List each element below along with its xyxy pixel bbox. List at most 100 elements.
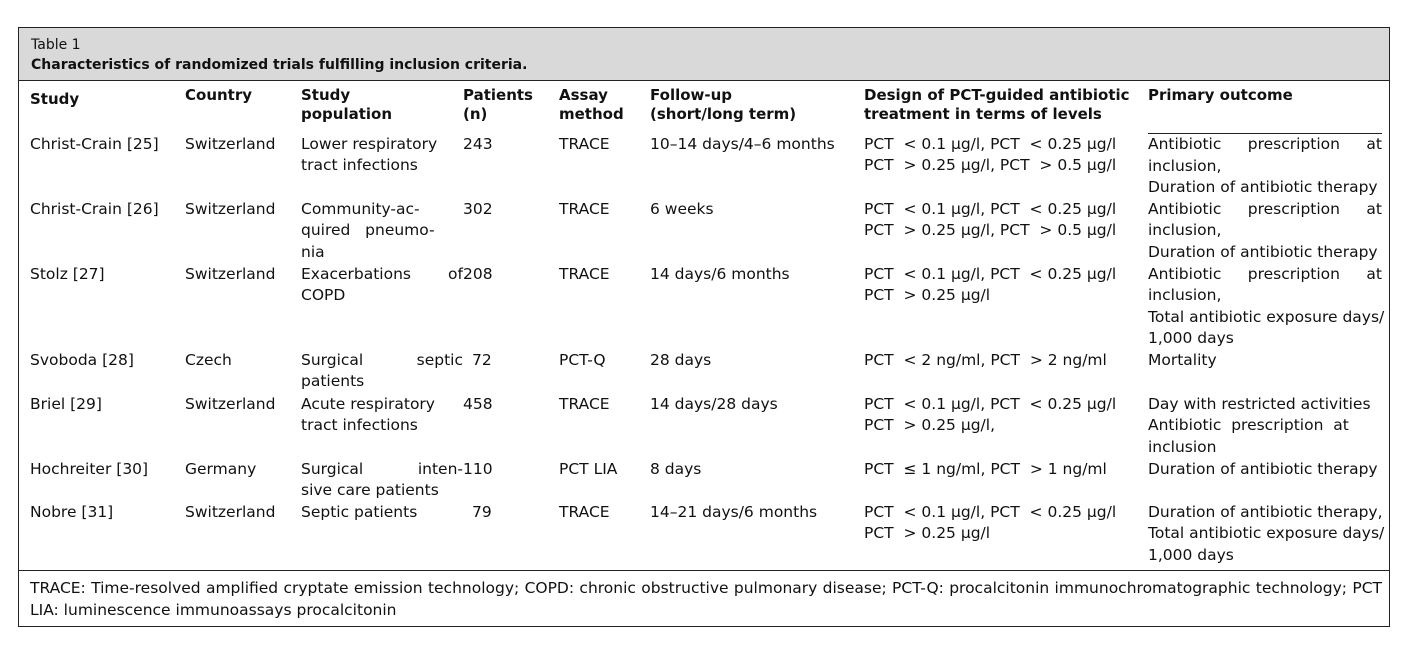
cell-study: Hochreiter [30] xyxy=(30,459,149,478)
cell-design-line: PCT > 0.25 µg/l, PCT > 0.5 µg/l xyxy=(864,156,1117,174)
cell-outcome-line: 1,000 days xyxy=(1148,545,1234,564)
cell-population-line: Exacerbations of xyxy=(301,264,463,283)
cell-population-line: Lower respiratory xyxy=(301,134,438,153)
footnote-divider xyxy=(19,570,1389,571)
table-row: Hochreiter [30] Germany Surgical inten-siv… xyxy=(30,459,1382,502)
cell-followup: 10–14 days/4–6 months xyxy=(650,134,835,153)
cell-assay: TRACE xyxy=(559,199,610,218)
cell-patients: 208 xyxy=(463,264,493,283)
cell-population-line: quired pneumo- xyxy=(301,221,435,239)
cell-population-line: sive care patients xyxy=(301,481,439,499)
cell-design-line: PCT > 0.25 µg/l xyxy=(864,524,991,542)
cell-population-line: Surgical septic xyxy=(301,350,463,369)
cell-design-line: PCT > 0.25 µg/l, xyxy=(864,416,996,434)
cell-assay: TRACE xyxy=(559,264,610,283)
table-title: Characteristics of randomized trials ful… xyxy=(31,57,528,73)
cell-design-line: PCT ≤ 1 ng/ml, PCT > 1 ng/ml xyxy=(864,459,1107,478)
cell-outcome-line: Total antibiotic exposure days/ xyxy=(1148,524,1385,542)
header-row: Study Country Study population Patients (n… xyxy=(30,86,1382,134)
cell-study: Briel [29] xyxy=(30,394,102,413)
cell-population-line: Surgical inten- xyxy=(301,459,463,478)
cell-country: Switzerland xyxy=(185,502,276,521)
cell-outcome-line: Total antibiotic exposure days/ xyxy=(1148,307,1385,326)
cell-outcome-line: Duration of antibiotic therapy, xyxy=(1148,502,1383,521)
cell-population-line: patients xyxy=(301,372,365,390)
cell-followup: 28 days xyxy=(650,350,712,369)
cell-outcome-line: inclusion, xyxy=(1148,221,1222,239)
table-label: Table 1 xyxy=(31,37,81,53)
cell-outcome-line: Antibiotic prescription at xyxy=(1148,199,1382,218)
cell-study: Svoboda [28] xyxy=(30,350,134,369)
cell-design-line: PCT < 0.1 µg/l, PCT < 0.25 µg/l xyxy=(864,394,1117,413)
cell-outcome-line: inclusion, xyxy=(1148,156,1222,175)
cell-assay: TRACE xyxy=(559,502,610,521)
cell-patients: 79 xyxy=(472,502,492,521)
cell-population-line: tract infections xyxy=(301,416,418,434)
cell-outcome: Duration of antibiotic therapy, Total ant… xyxy=(1148,502,1385,567)
cell-design: PCT < 0.1 µg/l, PCT < 0.25 µg/l PCT > 0.2… xyxy=(864,502,1148,567)
cell-outcome: Day with restricted activities Antibiotic… xyxy=(1148,394,1382,459)
cell-outcome-line: Antibiotic prescription at xyxy=(1148,416,1349,434)
table-row: Svoboda [28] Czech Surgical septic patients… xyxy=(30,350,1382,394)
cell-design-line: PCT < 0.1 µg/l, PCT < 0.25 µg/l xyxy=(864,199,1117,218)
cell-population-line: Acute respiratory xyxy=(301,394,435,413)
cell-population: Surgical septic patients xyxy=(301,350,463,394)
cell-study: Christ-Crain [26] xyxy=(30,199,159,218)
header-assay: Assay method xyxy=(559,86,624,123)
cell-population-line: Septic patients xyxy=(301,502,418,521)
cell-design: PCT < 0.1 µg/l, PCT < 0.25 µg/l PCT > 0.2… xyxy=(864,394,1148,459)
table-row: Nobre [31] Switzerland Septic patients 79 TR… xyxy=(30,502,1385,567)
header-population: Study population xyxy=(301,86,393,123)
cell-population-line: COPD xyxy=(301,286,346,304)
trials-table: Study Country Study population Patients (n… xyxy=(30,86,1385,567)
cell-population: Exacerbations of COPD xyxy=(301,264,463,350)
cell-outcome-line: inclusion xyxy=(1148,437,1217,456)
table-footnote: TRACE: Time-resolved amplified cryptate … xyxy=(30,579,1382,619)
cell-design: PCT < 0.1 µg/l, PCT < 0.25 µg/l PCT > 0.2… xyxy=(864,264,1148,350)
table-row: Christ-Crain [25] Switzerland Lower respir… xyxy=(30,133,1382,199)
table-row: Stolz [27] Switzerland Exacerbations of COP… xyxy=(30,264,1385,350)
header-outcome: Primary outcome xyxy=(1148,86,1293,104)
header-country: Country xyxy=(185,86,253,104)
cell-outcome-line: Mortality xyxy=(1148,350,1217,369)
cell-population-line: tract infections xyxy=(301,156,418,174)
cell-assay: TRACE xyxy=(559,394,610,413)
cell-design-line: PCT > 0.25 µg/l xyxy=(864,286,991,304)
cell-country: Czech xyxy=(185,350,232,369)
cell-design-line: PCT < 0.1 µg/l, PCT < 0.25 µg/l xyxy=(864,264,1117,283)
cell-assay: TRACE xyxy=(559,134,610,153)
cell-study: Christ-Crain [25] xyxy=(30,134,159,153)
cell-outcome-line: Antibiotic prescription at xyxy=(1148,135,1382,153)
cell-design: PCT < 0.1 µg/l, PCT < 0.25 µg/l PCT > 0.2… xyxy=(864,199,1148,264)
cell-outcome-line: Antibiotic prescription at xyxy=(1148,264,1382,283)
cell-design: PCT < 2 ng/ml, PCT > 2 ng/ml xyxy=(864,350,1148,394)
cell-country: Switzerland xyxy=(185,199,276,218)
table-frame: Table 1 Characteristics of randomized tr… xyxy=(18,27,1390,627)
cell-country: Switzerland xyxy=(185,264,276,283)
cell-design: PCT < 0.1 µg/l, PCT < 0.25 µg/l PCT > 0.2… xyxy=(864,134,1148,199)
cell-population: Lower respiratory tract infections xyxy=(301,134,463,199)
header-study: Study xyxy=(30,90,80,108)
cell-design-line: PCT < 0.1 µg/l, PCT < 0.25 µg/l xyxy=(864,134,1117,153)
cell-followup: 6 weeks xyxy=(650,199,714,218)
cell-population: Surgical inten-sive care patients xyxy=(301,459,463,502)
cell-patients: 243 xyxy=(463,134,493,153)
cell-design-line: PCT < 2 ng/ml, PCT > 2 ng/ml xyxy=(864,350,1107,369)
cell-followup: 14–21 days/6 months xyxy=(650,502,818,521)
cell-population: Septic patients xyxy=(301,502,463,567)
cell-outcome-line: 1,000 days xyxy=(1148,329,1234,347)
cell-population: Community-ac-quired pneumo-nia xyxy=(301,199,463,264)
cell-patients: 458 xyxy=(463,394,493,413)
cell-population-line: Community-ac- xyxy=(301,199,420,218)
header-followup: Follow-up (short/long term) xyxy=(650,86,797,123)
table-row: Briel [29] Switzerland Acute respiratory tr… xyxy=(30,394,1382,459)
cell-outcome: Antibiotic prescription at inclusion, Tota… xyxy=(1148,264,1385,350)
cell-assay: PCT-Q xyxy=(559,350,606,369)
cell-study: Nobre [31] xyxy=(30,502,114,521)
cell-design: PCT ≤ 1 ng/ml, PCT > 1 ng/ml xyxy=(864,459,1148,502)
cell-outcome-line: Duration of antibiotic therapy xyxy=(1148,178,1378,196)
cell-design-line: PCT > 0.25 µg/l, PCT > 0.5 µg/l xyxy=(864,221,1117,239)
cell-outcome: Mortality xyxy=(1148,350,1382,394)
cell-country: Switzerland xyxy=(185,134,276,153)
cell-followup: 14 days/28 days xyxy=(650,394,778,413)
